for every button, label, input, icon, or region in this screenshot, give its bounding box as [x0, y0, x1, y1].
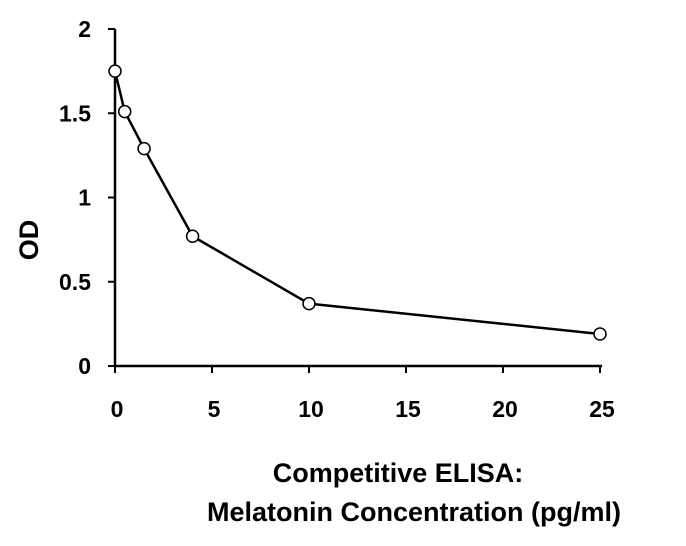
x-axis-title-line-1: Competitive ELISA: [273, 458, 524, 488]
data-point [593, 327, 607, 341]
y-tick-label: 1 [78, 185, 91, 211]
series-line [113, 70, 601, 336]
y-tick-label: 2 [78, 16, 91, 42]
data-point [117, 104, 132, 119]
x-tick-label: 25 [589, 396, 615, 422]
x-tick-label: 0 [111, 396, 124, 422]
x-tick-label: 15 [395, 396, 421, 422]
x-axis-title-line-2: Melatonin Concentration (pg/ml) [207, 497, 621, 527]
y-tick-label: 1.5 [59, 100, 91, 126]
y-tick-label: 0 [78, 353, 91, 379]
x-tick-label: 5 [208, 396, 221, 422]
x-tick-label: 20 [492, 396, 518, 422]
data-series [108, 64, 607, 341]
data-point [185, 229, 200, 244]
y-tick-label: 0.5 [59, 269, 91, 295]
data-point [108, 64, 122, 78]
x-axis-ticks: 0 5 10 15 20 25 [111, 366, 615, 422]
x-tick-label: 10 [298, 396, 324, 422]
data-point [137, 141, 151, 156]
data-point [302, 296, 316, 311]
y-axis-ticks: 0 0.5 1 1.5 2 [59, 16, 115, 379]
y-axis-title: OD [14, 220, 44, 261]
